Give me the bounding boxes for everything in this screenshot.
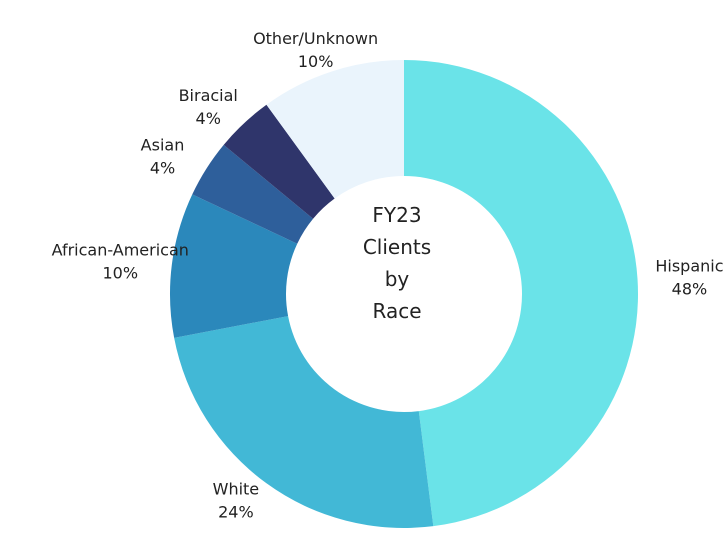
slice-label: White	[213, 480, 260, 499]
slice	[404, 60, 639, 527]
slice-value-label: 48%	[672, 279, 708, 298]
slice-value-label: 4%	[196, 109, 221, 128]
slice-label: Asian	[141, 135, 185, 154]
slice-label: Other/Unknown	[253, 29, 378, 48]
slice	[170, 194, 298, 338]
slice	[174, 316, 434, 528]
slice-label: Hispanic	[655, 256, 723, 275]
slice-value-label: 24%	[218, 503, 254, 522]
slice	[223, 104, 335, 219]
slice-value-label: 10%	[102, 263, 138, 282]
slice-label: Biracial	[179, 86, 238, 105]
chart-title: FY23 Clients by Race	[363, 203, 431, 323]
slice	[266, 60, 404, 199]
slice-label: African-American	[52, 240, 189, 259]
slice	[192, 144, 314, 244]
slice-value-label: 10%	[298, 52, 334, 71]
slice-value-label: 4%	[150, 158, 175, 177]
